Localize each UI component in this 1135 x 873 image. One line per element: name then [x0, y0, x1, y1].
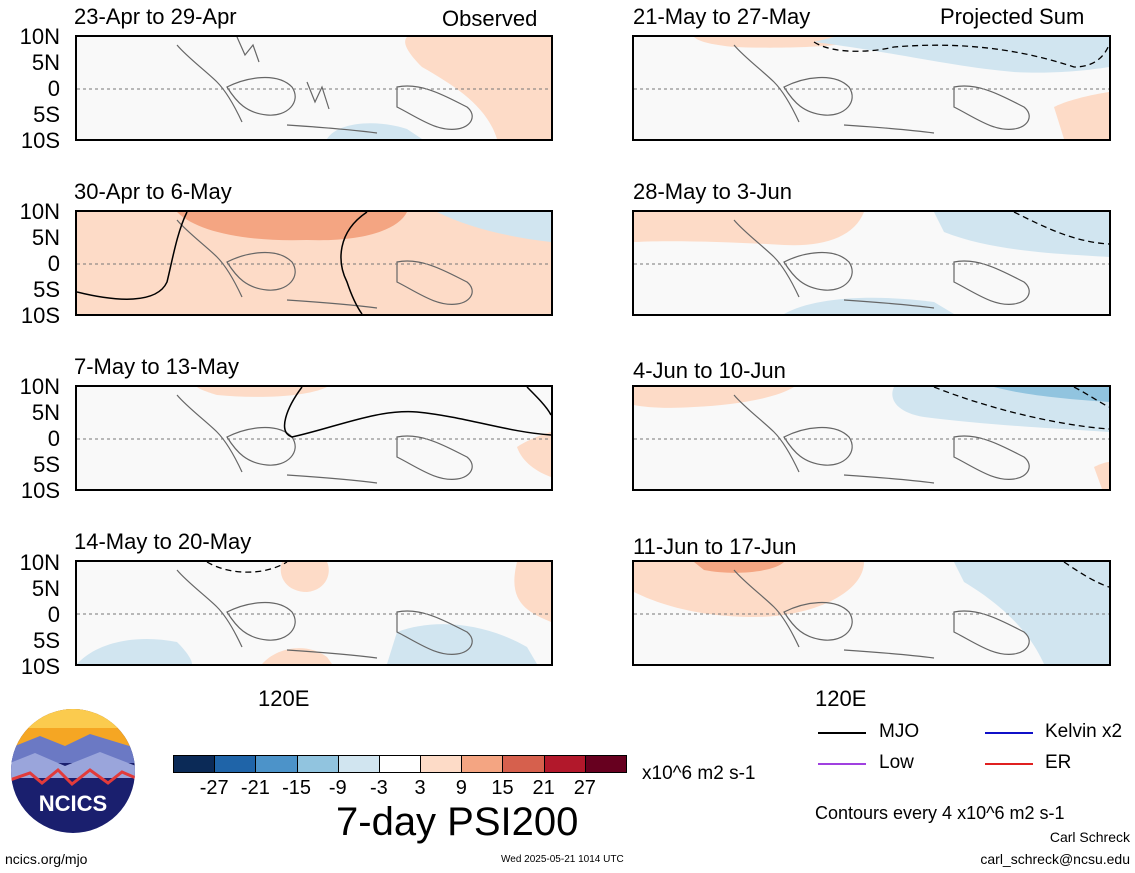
lat-label: 5N	[31, 576, 60, 601]
colorbar-swatch	[337, 755, 380, 773]
lat-label: 10S	[20, 128, 60, 153]
colorbar-tick-label: 3	[414, 777, 426, 799]
legend-line-mjo	[818, 732, 866, 734]
colorbar-swatch	[420, 755, 463, 773]
lon-label: 120E	[815, 686, 867, 711]
colorbar-swatch	[584, 755, 627, 773]
map-panel-obs-2	[75, 210, 553, 316]
legend-line-er	[985, 763, 1033, 765]
colorbar-swatch	[502, 755, 545, 773]
colorbar-tick-label: -15	[282, 777, 311, 799]
colorbar-tick-label: 27	[573, 777, 596, 799]
colorbar-tick-label: -27	[199, 777, 229, 799]
lat-label: 10N	[19, 24, 60, 49]
panel-title: 23-Apr to 29-Apr	[74, 4, 237, 29]
colorbar-tick-label: -9	[328, 777, 347, 799]
colorbar-units: x10^6 m2 s-1	[642, 763, 756, 784]
colorbar-tick-label: 9	[455, 777, 467, 799]
panel-title: 21-May to 27-May	[633, 4, 811, 29]
panel-title: 7-May to 13-May	[74, 354, 240, 379]
map-panel-proj-3	[632, 385, 1111, 491]
lat-label: 10N	[19, 199, 60, 224]
logo-text: NCICS	[39, 791, 107, 816]
lat-label: 5S	[33, 102, 60, 127]
lat-label: 5N	[31, 400, 60, 425]
lat-label: 0	[47, 76, 60, 101]
colorbar-tick-label: -3	[370, 777, 388, 799]
legend-label-er: ER	[1045, 752, 1072, 773]
footer-author: Carl Schreck	[1049, 829, 1130, 845]
footer-url[interactable]: ncics.org/mjo	[5, 851, 88, 867]
colorbar-swatch	[255, 755, 298, 773]
legend-label-kelvin: Kelvin x2	[1045, 721, 1123, 742]
lat-label: 5S	[33, 277, 60, 302]
lat-label: 10N	[19, 550, 60, 575]
panel-title: 14-May to 20-May	[74, 529, 252, 554]
lat-label: 10S	[20, 303, 60, 328]
contour-note: Contours every 4 x10^6 m2 s-1	[815, 803, 1065, 823]
map-panel-obs-3	[75, 385, 553, 491]
projected-sum-label: Projected Sum	[940, 4, 1085, 29]
lat-label: 0	[47, 426, 60, 451]
panel-title: 30-Apr to 6-May	[74, 179, 232, 204]
observed-label: Observed	[442, 6, 538, 31]
panel-title: 4-Jun to 10-Jun	[633, 358, 786, 383]
legend-label-mjo: MJO	[879, 721, 920, 742]
lat-label: 5S	[33, 452, 60, 477]
lat-label: 10N	[19, 374, 60, 399]
footer-email[interactable]: carl_schreck@ncsu.edu	[980, 851, 1130, 867]
colorbar-tick-label: 21	[532, 777, 555, 799]
ncics-logo: NCICS	[10, 708, 136, 834]
colorbar-tick-label: -21	[240, 777, 270, 799]
panel-title: 11-Jun to 17-Jun	[633, 534, 797, 559]
legend-label-low: Low	[879, 752, 914, 773]
lat-label: 0	[47, 251, 60, 276]
lat-label: 5N	[31, 225, 60, 250]
map-panel-proj-4	[632, 560, 1111, 666]
colorbar-tick-label: 15	[491, 777, 514, 799]
lat-label: 10S	[20, 478, 60, 503]
colorbar-swatch	[378, 755, 422, 773]
lat-label: 5N	[31, 50, 60, 75]
map-panel-proj-1	[632, 35, 1111, 141]
lat-label: 10S	[20, 654, 60, 679]
colorbar-swatch	[214, 755, 257, 773]
colorbar-swatch	[296, 755, 339, 773]
lon-label: 120E	[258, 686, 310, 711]
map-panel-obs-4	[75, 560, 553, 666]
footer-timestamp: Wed 2025-05-21 1014 UTC	[501, 854, 624, 865]
legend-line-kelvin	[985, 732, 1033, 734]
lat-label: 5S	[33, 628, 60, 653]
legend-line-low	[818, 763, 866, 765]
colorbar	[173, 755, 627, 773]
panel-title: 28-May to 3-Jun	[633, 179, 792, 204]
colorbar-swatch	[461, 755, 504, 773]
colorbar-swatch	[543, 755, 586, 773]
map-panel-proj-2	[632, 210, 1111, 316]
map-panel-obs-1	[75, 35, 553, 141]
colorbar-swatch	[173, 755, 216, 773]
lat-label: 0	[47, 602, 60, 627]
chart-title: 7-day PSI200	[336, 800, 579, 844]
